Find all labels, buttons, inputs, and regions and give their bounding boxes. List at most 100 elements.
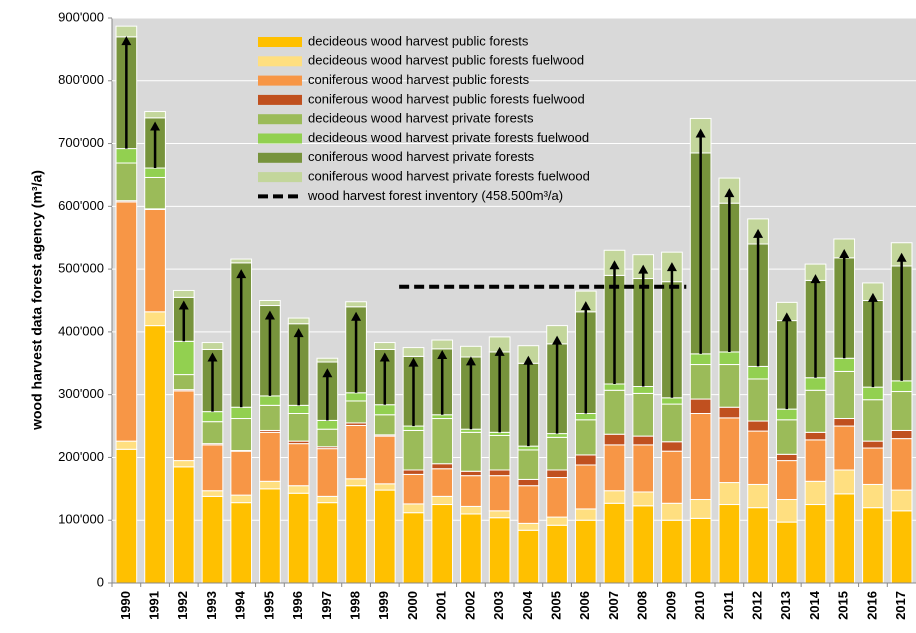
bar-segment <box>632 392 655 437</box>
x-tick-label: 1991 <box>147 591 162 620</box>
bar-segment <box>431 339 454 350</box>
bar-segment <box>603 383 626 391</box>
bar-segment <box>230 450 253 496</box>
bar-segment <box>718 364 741 408</box>
bar-segment <box>201 490 224 497</box>
bar-segment <box>661 403 683 443</box>
arrow-head <box>236 269 247 279</box>
bar-segment <box>632 435 655 446</box>
bar-segment <box>833 469 856 495</box>
bar-segment <box>144 325 166 584</box>
bar-segment <box>287 492 310 584</box>
legend-swatch <box>258 37 302 47</box>
bar-segment <box>345 301 367 308</box>
bar-segment <box>488 517 511 584</box>
bar-segment <box>632 444 655 493</box>
bar-segment <box>201 342 224 350</box>
bar-segment <box>574 419 597 456</box>
bar-segment <box>517 478 540 487</box>
bar-segment <box>402 469 425 475</box>
bar-segment <box>747 365 769 380</box>
legend-swatch <box>258 152 302 163</box>
legend-label: decideous wood harvest private forests f… <box>308 130 589 145</box>
x-tick-label: 2006 <box>577 591 592 620</box>
bar-segment <box>316 448 339 497</box>
bar-segment <box>373 483 396 491</box>
bar-segment <box>603 490 626 504</box>
arrow-head <box>896 252 907 262</box>
legend-label: decideous wood harvest public forests fu… <box>308 53 584 68</box>
bar-segment <box>747 430 769 485</box>
bar-segment <box>488 469 511 477</box>
legend-swatch <box>258 56 302 67</box>
bar-segment <box>661 519 683 584</box>
bar-segment <box>460 431 482 472</box>
bar-segment <box>804 431 827 441</box>
bar-segment <box>373 414 396 436</box>
bar-segment <box>230 502 253 584</box>
bar-segment <box>373 404 396 416</box>
arrow-head <box>351 311 362 321</box>
bar-segment <box>833 418 856 427</box>
arrow-head <box>609 260 620 270</box>
bar-segment <box>574 519 597 584</box>
bar-segment <box>517 445 540 451</box>
bar-segment <box>402 347 425 357</box>
arrow-head <box>379 352 390 362</box>
bar-segment <box>775 499 798 523</box>
bar-segment <box>775 408 798 421</box>
bar-segment <box>661 397 683 405</box>
bar-segment <box>373 342 396 350</box>
arrow-head <box>753 228 764 238</box>
bar-segment <box>661 450 683 504</box>
arrow-head <box>839 248 850 258</box>
bar-segment <box>689 353 712 366</box>
bar-segment <box>115 448 138 584</box>
bar-segment <box>316 428 339 448</box>
arrow-head <box>322 368 333 378</box>
bar-segment <box>402 429 425 471</box>
arrow-head <box>781 312 792 322</box>
x-tick-label: 2014 <box>807 590 822 620</box>
bar-segment <box>460 475 482 507</box>
x-tick-label: 2011 <box>721 591 736 619</box>
bar-segment <box>632 505 655 584</box>
arrow-head <box>437 350 448 360</box>
bar-segment <box>718 417 741 484</box>
y-tick-label: 600'000 <box>58 198 104 213</box>
bar-segment <box>460 470 482 477</box>
x-tick-label: 2005 <box>549 591 564 620</box>
bar-segment <box>862 483 884 509</box>
bar-segment <box>689 499 712 519</box>
x-tick-label: 1994 <box>233 590 248 620</box>
arrow-head <box>207 352 218 362</box>
bar-segment <box>316 495 339 504</box>
x-tick-label: 2008 <box>635 591 650 620</box>
x-tick-label: 1999 <box>376 591 391 620</box>
bar-segment <box>115 162 138 202</box>
bar-segment <box>574 508 597 521</box>
arrow-head <box>494 346 505 356</box>
bar-segment <box>890 489 913 512</box>
bar-segment <box>230 494 253 504</box>
bar-segment <box>345 424 367 480</box>
y-tick-label: 800'000 <box>58 72 104 87</box>
y-tick-label: 400'000 <box>58 323 104 338</box>
bar-segment <box>804 377 827 391</box>
bar-segment <box>488 510 511 519</box>
bar-segment <box>574 464 597 510</box>
y-tick-label: 0 <box>97 574 104 589</box>
y-tick-label: 700'000 <box>58 135 104 150</box>
bar-segment <box>862 447 884 485</box>
bar-segment <box>804 504 827 584</box>
arrow-head <box>523 355 534 365</box>
bar-segment <box>431 414 454 420</box>
arrow-head <box>638 264 649 274</box>
bar-segment <box>603 444 626 492</box>
legend-swatch <box>258 133 302 144</box>
x-tick-label: 2013 <box>778 591 793 620</box>
bar-segment <box>172 340 195 376</box>
bar-segment <box>517 522 540 531</box>
bar-segment <box>775 453 798 462</box>
